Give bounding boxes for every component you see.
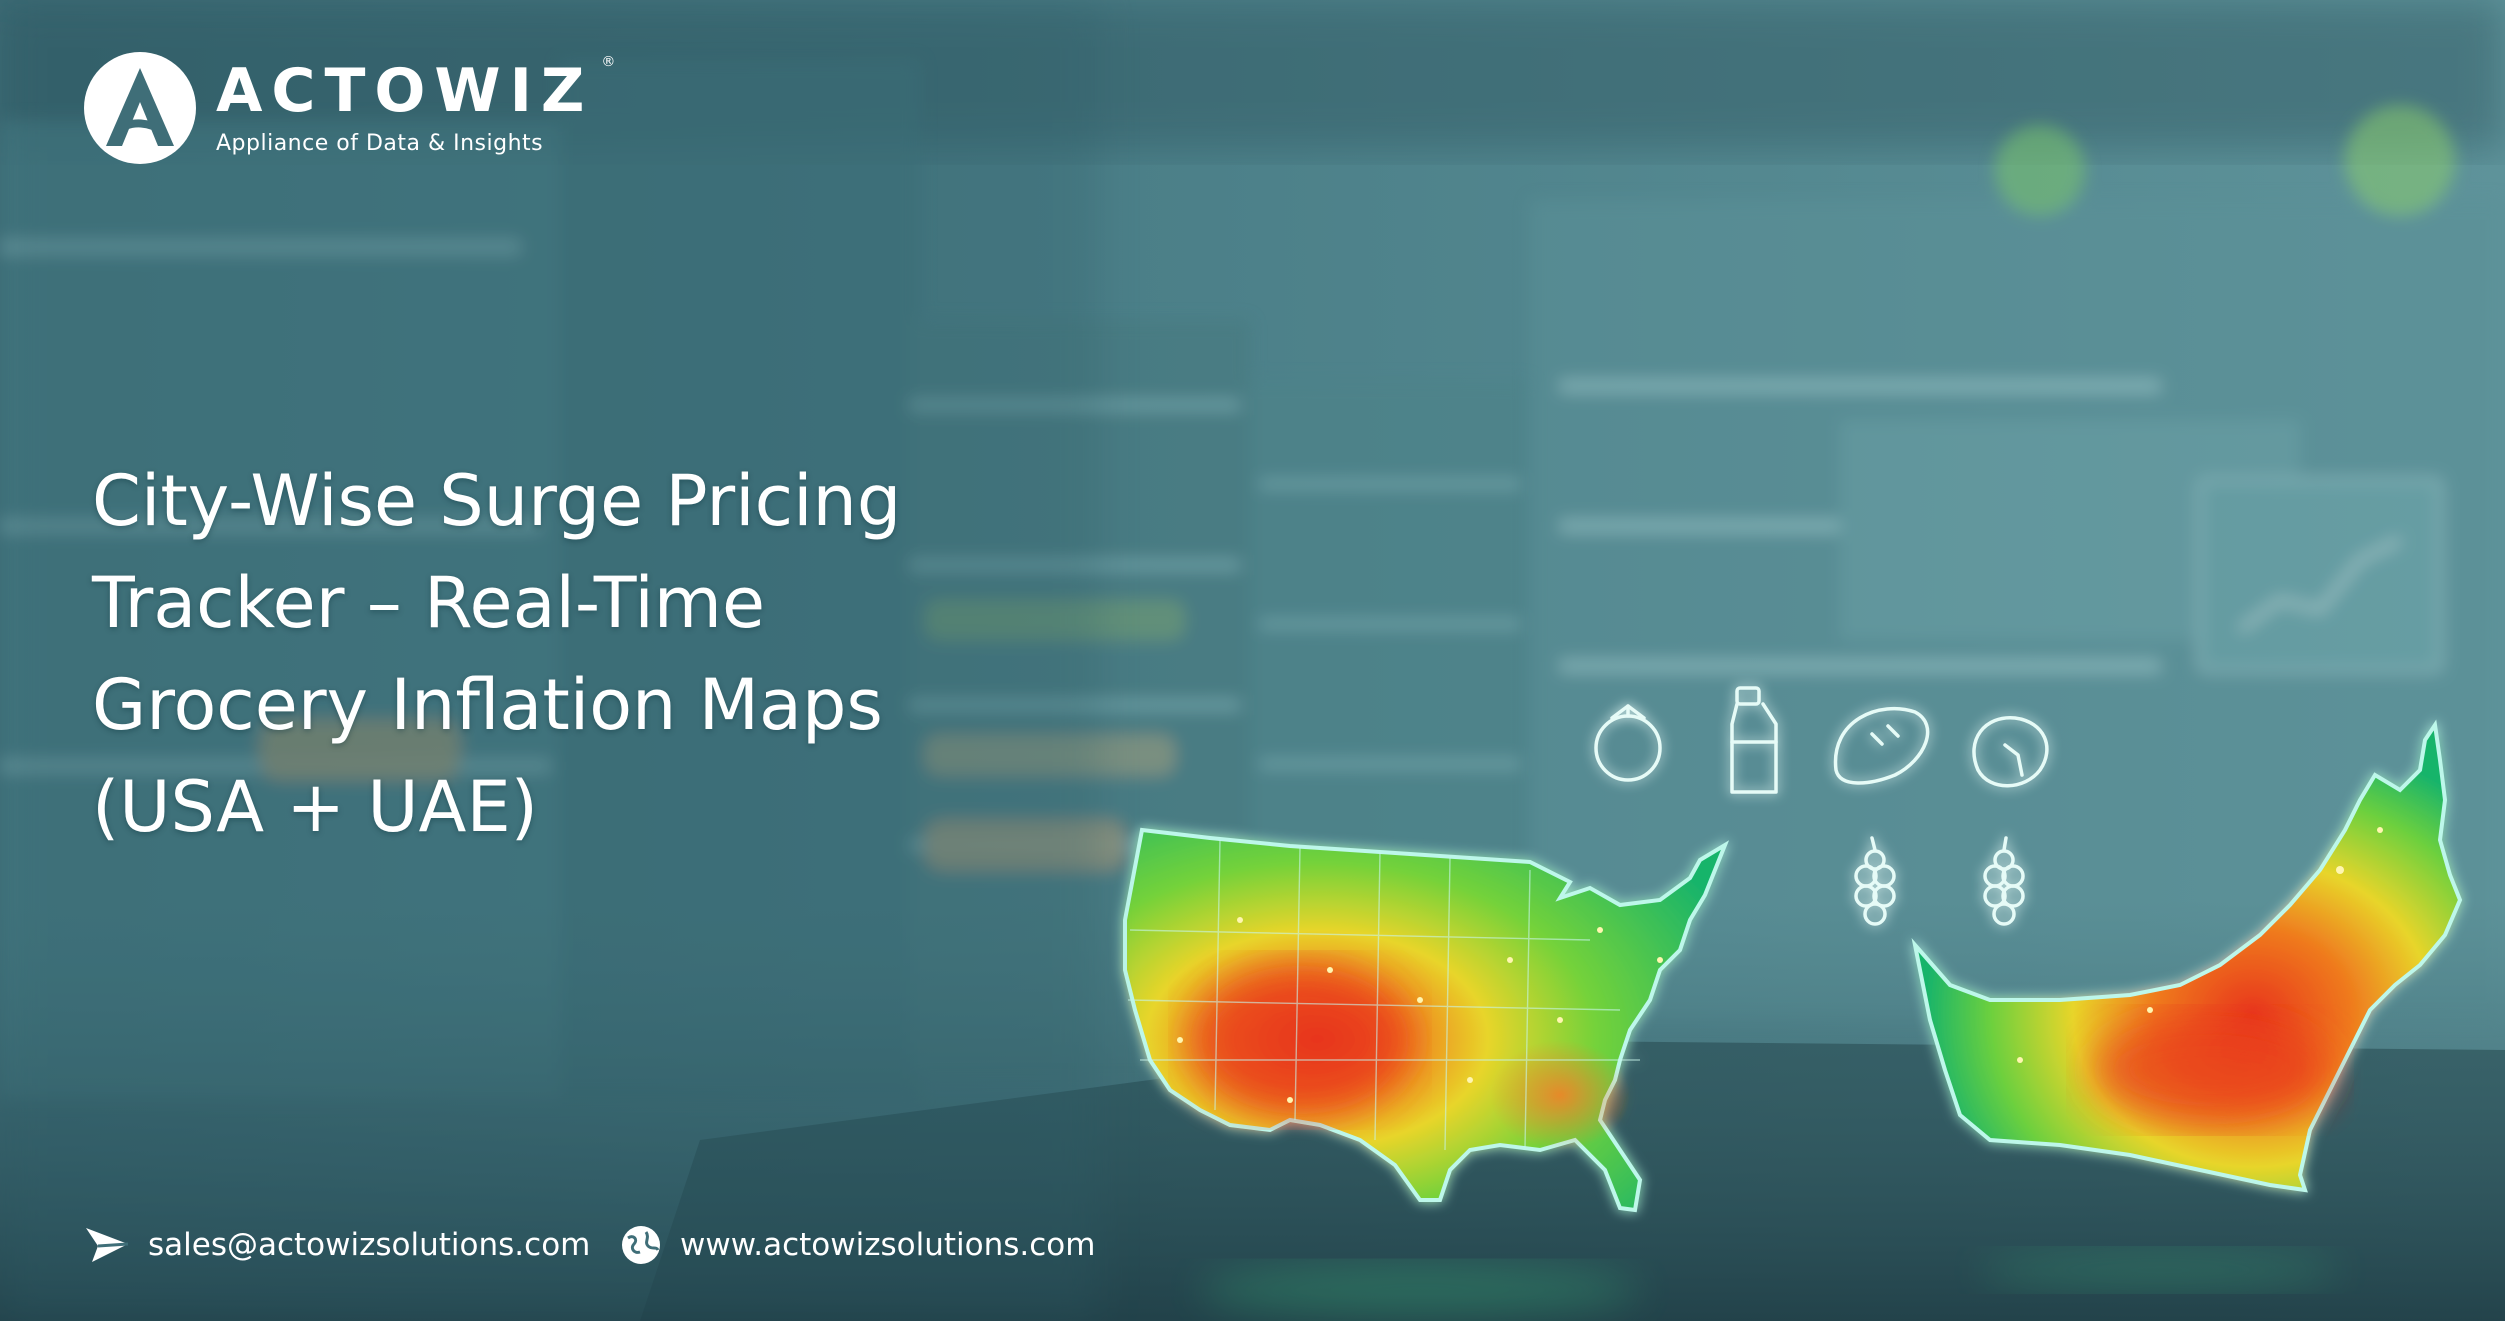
grapes-icon xyxy=(1854,836,1896,926)
website-contact[interactable]: www.actowizsolutions.com xyxy=(620,1224,1095,1266)
email-link[interactable]: sales@actowizsolutions.com xyxy=(148,1227,591,1263)
website-link[interactable]: www.actowizsolutions.com xyxy=(680,1227,1096,1263)
meat-icon xyxy=(1972,716,2049,788)
usa-heatmap xyxy=(1123,827,1730,1213)
registered-mark: ® xyxy=(601,53,616,70)
bread-icon xyxy=(1833,706,1930,785)
headline-line-4: (USA + UAE) xyxy=(92,766,538,848)
brand-tagline: Appliance of Data & Insights xyxy=(216,130,544,156)
email-contact[interactable]: sales@actowizsolutions.com xyxy=(84,1224,590,1266)
grapes-icon xyxy=(1983,836,2025,926)
brand-name: ACTOWIZ ® xyxy=(216,53,616,126)
page-title: City-Wise Surge Pricing Tracker – Real-T… xyxy=(92,450,1092,858)
tomato-icon xyxy=(1594,704,1662,782)
headline-line-3: Grocery Inflation Maps xyxy=(92,664,883,746)
actowiz-logo-icon xyxy=(84,52,196,164)
headline-line-1: City-Wise Surge Pricing xyxy=(92,460,902,542)
headline-line-2: Tracker – Real-Time xyxy=(92,562,766,644)
uae-heatmap xyxy=(1911,719,2463,1193)
globe-icon xyxy=(622,1226,660,1264)
brand-logo[interactable]: ACTOWIZ ® Appliance of Data & Insights xyxy=(82,50,616,166)
bottle-icon xyxy=(1730,686,1778,794)
send-icon xyxy=(86,1228,129,1262)
